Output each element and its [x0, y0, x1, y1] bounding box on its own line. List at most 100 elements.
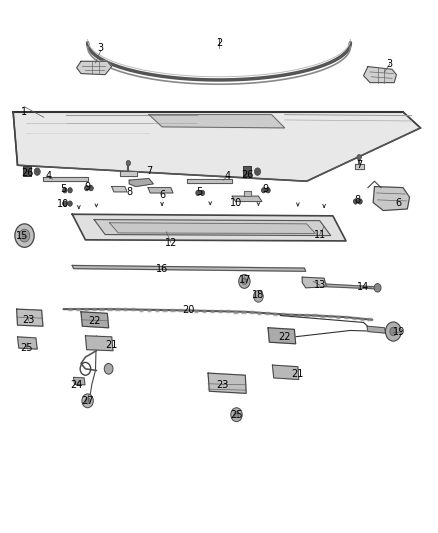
Polygon shape: [244, 191, 251, 196]
Text: 7: 7: [146, 166, 152, 175]
Polygon shape: [94, 220, 331, 236]
Text: 22: 22: [279, 333, 291, 342]
Polygon shape: [302, 277, 326, 288]
Text: 24: 24: [71, 380, 83, 390]
Text: 9: 9: [85, 182, 91, 191]
Polygon shape: [272, 365, 299, 379]
Circle shape: [254, 168, 261, 175]
Text: 26: 26: [21, 168, 33, 178]
Circle shape: [239, 274, 250, 288]
Text: 26: 26: [241, 170, 254, 180]
Polygon shape: [77, 61, 112, 75]
Circle shape: [266, 188, 270, 193]
Bar: [23, 166, 31, 176]
Circle shape: [85, 185, 89, 191]
Polygon shape: [13, 112, 420, 181]
Text: 14: 14: [357, 282, 370, 292]
Circle shape: [19, 229, 30, 242]
Text: 16: 16: [156, 264, 168, 274]
Text: 5: 5: [60, 184, 67, 194]
Circle shape: [89, 185, 93, 191]
Text: 4: 4: [225, 171, 231, 181]
Polygon shape: [81, 312, 109, 328]
Circle shape: [104, 364, 113, 374]
Circle shape: [196, 190, 200, 196]
Polygon shape: [208, 373, 246, 393]
Polygon shape: [18, 337, 37, 349]
Circle shape: [231, 408, 242, 422]
Circle shape: [68, 188, 72, 193]
Polygon shape: [74, 377, 85, 385]
Circle shape: [68, 201, 72, 206]
Text: 8: 8: [126, 187, 132, 197]
Text: 18: 18: [252, 290, 265, 300]
Circle shape: [357, 155, 361, 160]
Circle shape: [374, 284, 381, 292]
Polygon shape: [72, 214, 346, 241]
Text: 7: 7: [356, 160, 362, 170]
Text: 4: 4: [45, 171, 51, 181]
Text: 6: 6: [159, 190, 165, 199]
Circle shape: [34, 168, 40, 175]
Polygon shape: [187, 179, 232, 183]
Text: 3: 3: [387, 59, 393, 69]
Text: 25: 25: [230, 410, 243, 419]
Text: 25: 25: [20, 343, 32, 352]
Circle shape: [385, 322, 401, 341]
Polygon shape: [355, 164, 364, 169]
Circle shape: [63, 188, 67, 193]
Circle shape: [242, 278, 247, 285]
Polygon shape: [326, 284, 377, 289]
Circle shape: [82, 394, 93, 408]
Polygon shape: [85, 336, 113, 351]
Polygon shape: [112, 187, 127, 192]
Circle shape: [390, 327, 397, 336]
Polygon shape: [149, 115, 285, 128]
Polygon shape: [373, 187, 410, 211]
Polygon shape: [43, 177, 88, 181]
Text: 20: 20: [182, 305, 194, 315]
Circle shape: [15, 224, 34, 247]
Circle shape: [126, 160, 131, 166]
Bar: [243, 166, 251, 176]
Text: 22: 22: [88, 316, 100, 326]
Text: 15: 15: [16, 231, 28, 240]
Text: 2: 2: [216, 38, 222, 47]
Text: 10: 10: [57, 199, 70, 208]
Text: 11: 11: [314, 230, 326, 239]
Text: 8: 8: [354, 195, 360, 205]
Polygon shape: [72, 265, 306, 271]
Text: 23: 23: [216, 380, 229, 390]
Circle shape: [261, 188, 266, 193]
Circle shape: [63, 201, 67, 206]
Text: 1: 1: [21, 107, 27, 117]
Circle shape: [234, 411, 239, 418]
Polygon shape: [17, 309, 43, 326]
Text: 10: 10: [230, 198, 243, 207]
Text: 6: 6: [396, 198, 402, 207]
Text: 27: 27: [81, 396, 94, 406]
Text: 13: 13: [314, 280, 326, 290]
Polygon shape: [129, 179, 153, 187]
Polygon shape: [268, 328, 296, 344]
Text: 3: 3: [98, 43, 104, 53]
Text: 23: 23: [22, 315, 35, 325]
Polygon shape: [148, 188, 173, 193]
Circle shape: [85, 398, 90, 404]
Text: 12: 12: [165, 238, 177, 247]
Polygon shape: [232, 196, 262, 201]
Text: 19: 19: [393, 327, 406, 336]
Polygon shape: [110, 223, 315, 233]
Text: 9: 9: [262, 184, 268, 194]
Text: 17: 17: [239, 275, 251, 285]
Circle shape: [353, 199, 358, 204]
Circle shape: [200, 190, 205, 196]
Circle shape: [358, 199, 362, 204]
Text: 21: 21: [292, 369, 304, 379]
Polygon shape: [364, 67, 396, 83]
Text: 21: 21: [106, 340, 118, 350]
Polygon shape: [367, 326, 385, 333]
Circle shape: [254, 290, 263, 302]
Text: 5: 5: [196, 187, 202, 197]
Polygon shape: [120, 171, 137, 176]
